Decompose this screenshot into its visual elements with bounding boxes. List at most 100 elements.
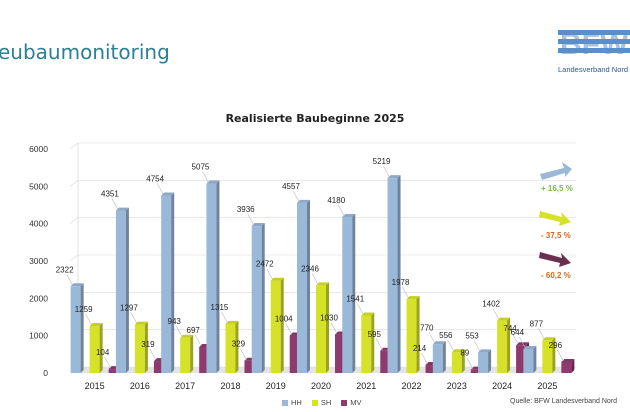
data-label: 1297 xyxy=(120,304,138,313)
data-label-leader xyxy=(466,357,474,369)
data-label: 3936 xyxy=(237,205,255,214)
data-label-leader xyxy=(538,328,545,340)
data-label-leader xyxy=(557,349,564,362)
bar-top-hh xyxy=(251,223,265,227)
bar-top-hh xyxy=(70,283,84,287)
data-label: 697 xyxy=(187,326,201,335)
data-label-leader xyxy=(473,340,481,352)
bar-side-sh xyxy=(416,296,420,373)
legend-label-mv: MV xyxy=(350,398,362,407)
data-label-leader xyxy=(149,348,157,361)
arrow-down-icon xyxy=(539,211,571,226)
annotation-hh: + 16,5 % xyxy=(541,184,573,193)
x-tick-label: 2025 xyxy=(537,381,557,391)
data-label-leader xyxy=(111,198,119,210)
bar-hh xyxy=(251,226,262,373)
bar-side-hh xyxy=(397,175,401,373)
legend-item-sh: SH xyxy=(311,398,332,407)
data-label: 770 xyxy=(420,323,434,332)
legend-label-hh: HH xyxy=(291,398,302,407)
bar-hh xyxy=(523,348,534,373)
bar-mv xyxy=(470,369,481,373)
bar-mv xyxy=(425,365,436,373)
legend-swatch-sh xyxy=(311,399,318,406)
bar-side-mv xyxy=(571,358,575,373)
bar-sh xyxy=(451,352,462,373)
annotation-sh: - 37,5 % xyxy=(541,231,571,240)
bar-side-hh xyxy=(488,349,492,373)
data-label-leader xyxy=(240,348,247,360)
bar-sh xyxy=(542,340,553,373)
bar-top-sh xyxy=(134,321,148,325)
bar-mv xyxy=(335,334,345,373)
bar-top-sh xyxy=(497,317,511,321)
data-label: 104 xyxy=(96,348,110,357)
bar-side-sh xyxy=(371,312,375,373)
bar-top-hh xyxy=(387,175,401,179)
data-label-leader xyxy=(175,325,183,337)
data-label: 1030 xyxy=(320,314,338,323)
data-label: 4180 xyxy=(327,196,345,205)
bar-side-sh xyxy=(552,337,556,373)
bar-mv xyxy=(244,360,255,373)
data-label: 2322 xyxy=(56,265,74,274)
data-label: 943 xyxy=(168,317,182,326)
chart-legend: HH SH MV xyxy=(282,398,362,407)
data-label-leader xyxy=(104,356,111,369)
bar-top-hh xyxy=(297,199,310,203)
data-label-leader xyxy=(338,204,345,217)
bar-top-hh xyxy=(206,180,220,184)
x-tick-label: 2023 xyxy=(447,381,467,391)
bar-side-hh xyxy=(352,213,356,373)
legend-label-sh: SH xyxy=(320,398,332,407)
bar-top-sh xyxy=(180,334,194,338)
data-label: 5219 xyxy=(373,157,391,166)
data-label: 877 xyxy=(530,319,544,328)
bar-side-hh xyxy=(442,341,446,373)
bar-sh xyxy=(497,320,508,373)
data-label-leader xyxy=(66,274,73,286)
bar-sh xyxy=(134,324,145,373)
data-label-leader xyxy=(266,268,273,280)
data-label: 595 xyxy=(368,330,382,339)
bar-hh xyxy=(432,344,443,373)
gridline-side xyxy=(69,142,79,150)
legend-item-mv: MV xyxy=(341,398,362,407)
data-label-leader xyxy=(428,332,436,344)
bar-hh xyxy=(387,178,398,373)
data-label-leader xyxy=(421,352,428,365)
data-label: 744 xyxy=(503,324,517,333)
bar-side-sh xyxy=(190,334,194,373)
data-label-leader xyxy=(221,311,228,324)
bar-side-sh xyxy=(326,282,329,373)
data-label-leader xyxy=(447,340,455,352)
data-label: 1978 xyxy=(392,278,410,287)
bar-sh xyxy=(225,323,236,373)
source-note: Quelle: BFW Landesverband Nord xyxy=(510,398,617,405)
x-tick-label: 2019 xyxy=(266,381,286,391)
data-label: 89 xyxy=(460,349,469,358)
gridline-side xyxy=(69,217,79,224)
bar-hh xyxy=(297,202,307,373)
bar-top-sh xyxy=(451,349,465,353)
data-label: 1004 xyxy=(275,315,293,324)
bar-top-sh xyxy=(361,312,375,316)
annotation-mv: - 60,2 % xyxy=(541,271,571,280)
bar-side-hh xyxy=(171,192,175,373)
bar-hh xyxy=(115,210,126,373)
bar-top-sh xyxy=(316,282,329,286)
data-label-leader xyxy=(202,171,209,183)
data-label: 1315 xyxy=(211,303,229,312)
bar-sh xyxy=(89,325,100,373)
bar-hh xyxy=(161,195,172,373)
bar-top-mv xyxy=(516,342,530,346)
data-label-leader xyxy=(357,303,364,315)
logo-subtitle: Landesverband Nord xyxy=(558,65,629,74)
y-tick-label: 6000 xyxy=(29,144,48,154)
data-label-leader xyxy=(247,213,254,226)
bar-side-hh xyxy=(216,180,220,373)
data-label: 2346 xyxy=(301,264,319,273)
data-label-leader xyxy=(292,190,300,203)
bar-side-sh xyxy=(144,321,148,373)
